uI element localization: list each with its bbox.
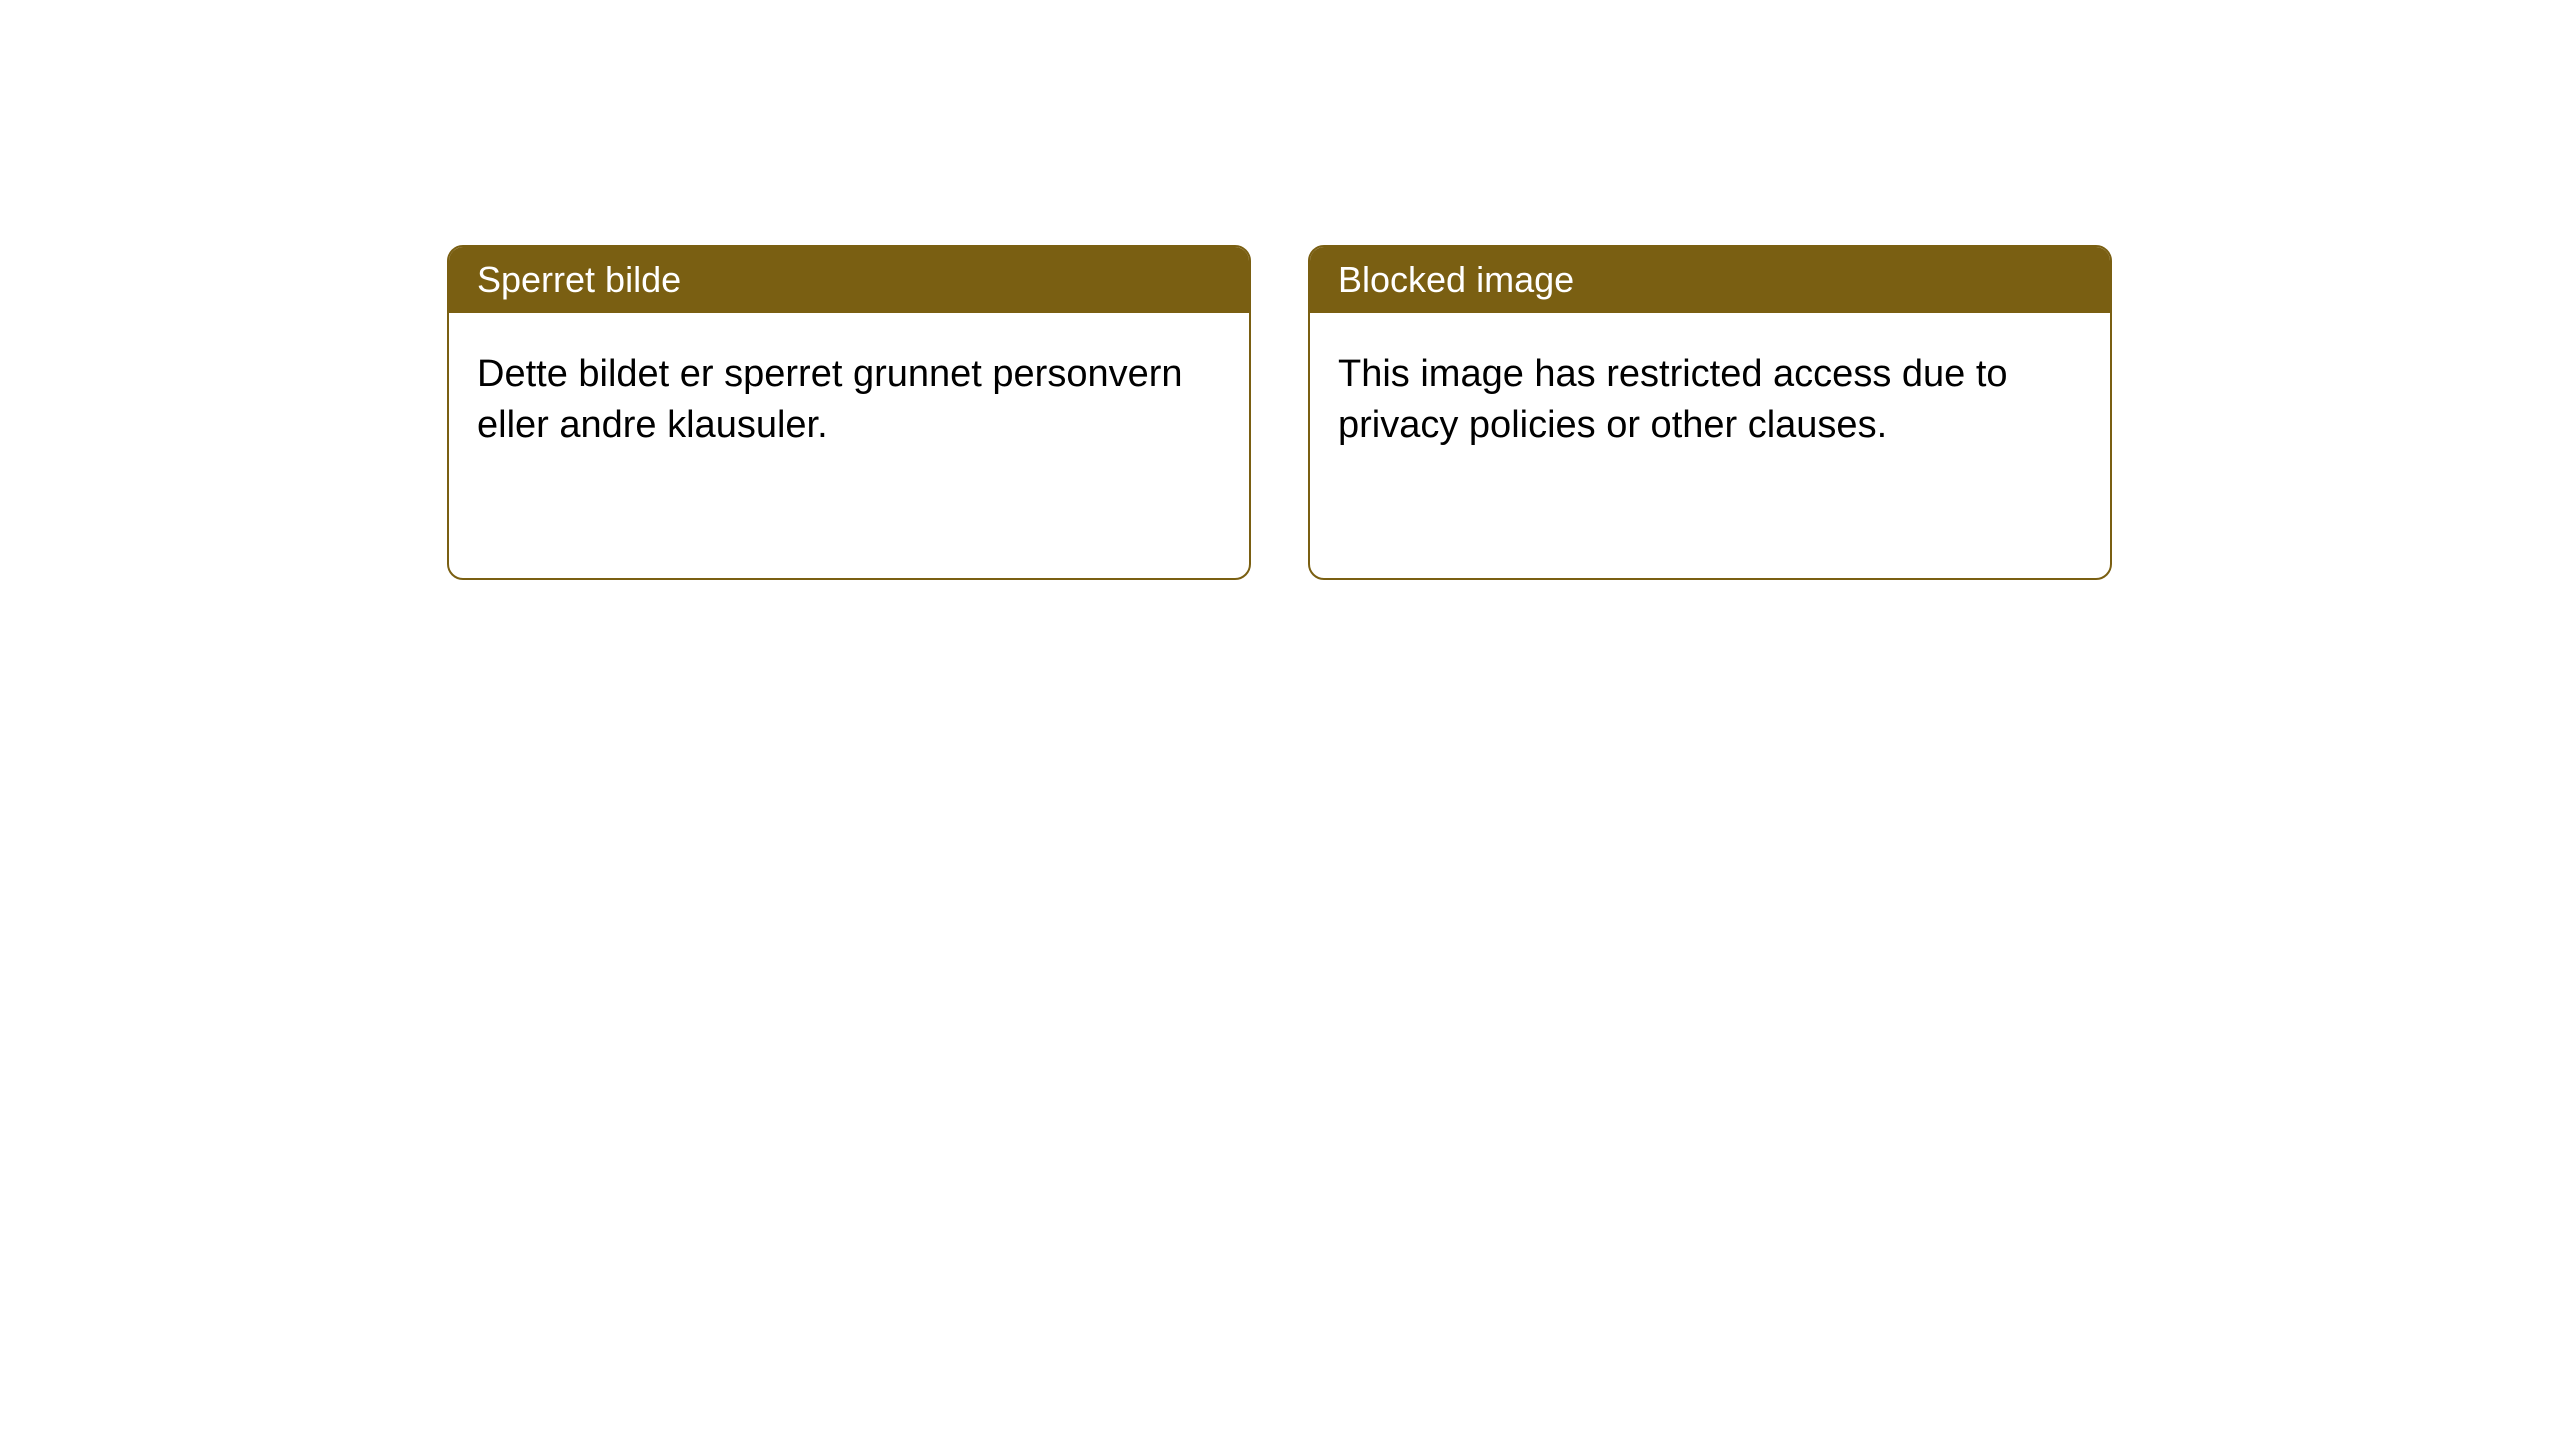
card-body-text: This image has restricted access due to …	[1338, 353, 2008, 446]
notice-cards-container: Sperret bilde Dette bildet er sperret gr…	[447, 245, 2112, 580]
card-header: Blocked image	[1310, 247, 2110, 313]
card-body: This image has restricted access due to …	[1310, 313, 2110, 488]
card-header: Sperret bilde	[449, 247, 1249, 313]
notice-card-english: Blocked image This image has restricted …	[1308, 245, 2112, 580]
card-body: Dette bildet er sperret grunnet personve…	[449, 313, 1249, 488]
notice-card-norwegian: Sperret bilde Dette bildet er sperret gr…	[447, 245, 1251, 580]
card-body-text: Dette bildet er sperret grunnet personve…	[477, 353, 1183, 446]
card-title-text: Blocked image	[1338, 259, 1574, 300]
card-title-text: Sperret bilde	[477, 259, 681, 300]
